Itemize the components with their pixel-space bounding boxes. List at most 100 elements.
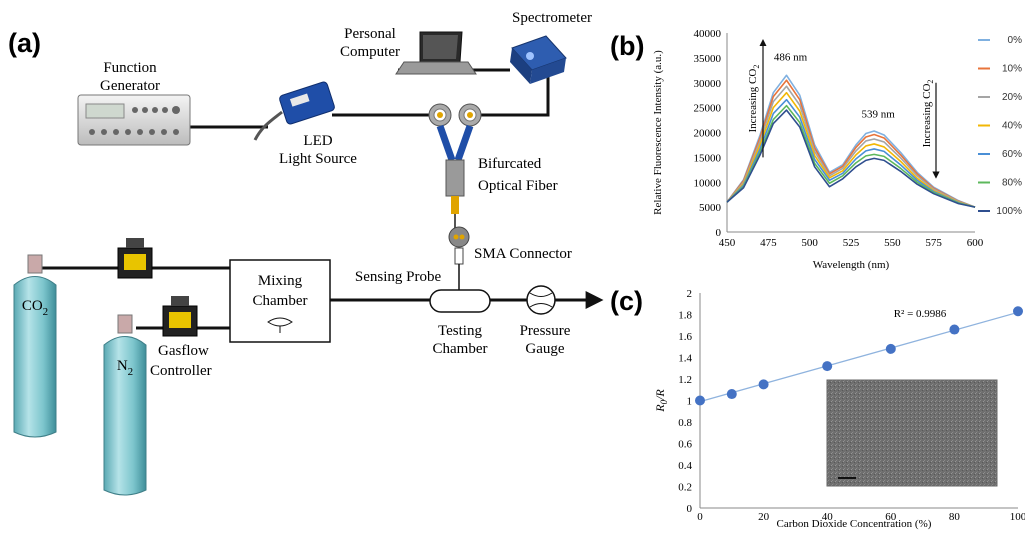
bifurcated-label-2: Optical Fiber: [478, 178, 558, 194]
panel-b-label: (b): [610, 31, 644, 61]
mixer-fan-icon: [267, 317, 293, 333]
x-tick-label: 600: [967, 237, 984, 249]
y-tick-label: 0: [687, 503, 693, 515]
pressure-gauge-label-2: Gauge: [525, 341, 564, 357]
x-tick-label: 100: [1010, 511, 1025, 523]
sensing-probe-label: Sensing Probe: [355, 269, 442, 285]
data-point: [695, 395, 705, 406]
data-point: [822, 361, 833, 372]
data-point: [885, 343, 896, 354]
y-tick-label: 1.2: [678, 374, 692, 386]
bifurcated-label-1: Bifurcated: [478, 156, 542, 172]
pressure-gauge-label-1: Pressure: [520, 323, 571, 339]
mixing-label-2: Chamber: [253, 293, 308, 309]
fiber-couplers: [428, 103, 482, 127]
spectrometer-device: [510, 35, 567, 84]
led-label-1: LED: [303, 133, 332, 149]
legend-label: 20%: [1002, 92, 1022, 103]
y-tick-label: 35000: [694, 53, 722, 65]
testing-chamber: [429, 289, 491, 313]
y-tick-label: 1.8: [678, 310, 692, 322]
panel-a-label: (a): [8, 28, 41, 58]
x-tick-label: 500: [801, 237, 818, 249]
gasflow-controller-n2: [162, 296, 198, 337]
data-point: [726, 389, 737, 400]
y-tick-label: 10000: [694, 177, 722, 189]
y-tick-label: 0: [716, 227, 722, 239]
r-squared-annotation: R² = 0.9986: [894, 308, 947, 320]
legend-label: 10%: [1002, 64, 1022, 75]
tem-inset-image: [826, 379, 998, 487]
sma-label: SMA Connector: [474, 246, 572, 262]
function-generator: [77, 94, 191, 146]
legend-label: 60%: [1002, 149, 1022, 160]
annotation-increasing-co2-1: Increasing CO2: [747, 65, 761, 133]
pressure-gauge-icon: [526, 285, 556, 315]
led-light-source: [253, 81, 335, 141]
spectrometer-label: Spectrometer: [512, 10, 592, 26]
y-tick-label: 0.8: [678, 417, 692, 429]
x-tick-label: 525: [843, 237, 860, 249]
y-tick-label: 30000: [694, 78, 722, 90]
x-tick-label: 550: [884, 237, 901, 249]
annotation-539nm: 539 nm: [861, 109, 895, 121]
y-tick-label: 1.4: [678, 353, 692, 365]
y-tick-label: 0.6: [678, 439, 692, 451]
panel-c-label: (c): [610, 286, 643, 316]
stern-volmer-chart: 0 20 40 60 80 100 0 0.2 0.4 0.6 0.8 1 1.2 1.4 1.6 1.8 2 C…: [653, 288, 1025, 530]
legend-label: 40%: [1002, 121, 1022, 132]
y-tick-label: 15000: [694, 152, 722, 164]
led-label-2: Light Source: [279, 151, 357, 167]
emission-spectra-chart: 450 475 500 525 550 575 600 0 5000 10000 15000 2000…: [652, 28, 1022, 271]
spectrum-line-0pct: [726, 74, 976, 208]
x-tick-label: 450: [719, 237, 736, 249]
y-tick-label: 2: [687, 288, 693, 300]
legend-label: 0%: [1008, 35, 1023, 46]
y-tick-label: 0.4: [678, 460, 692, 472]
y-tick-label: 20000: [694, 128, 722, 140]
panel-c: (c) 0 20 40 60 80 100 0 0.2 0.4 0.6 0.8 1 1.2 1.4 1.6 1…: [610, 286, 1025, 530]
spectrum-line-10pct: [726, 79, 976, 208]
y-tick-label: 0.2: [678, 482, 692, 494]
x-tick-label: 80: [949, 511, 961, 523]
spectrum-line-40pct: [726, 91, 976, 208]
x-axis-title: Carbon Dioxide Concentration (%): [777, 518, 932, 530]
y-tick-label: 5000: [699, 202, 722, 214]
x-tick-label: 60: [885, 511, 897, 523]
y-tick-label: 1.6: [678, 331, 692, 343]
function-generator-label-1: Function: [103, 60, 157, 76]
trendline: [699, 311, 1019, 403]
co2-label: CO2: [22, 298, 48, 318]
pc-label-2: Computer: [340, 44, 400, 60]
gasflow-label-2: Controller: [150, 363, 212, 379]
panel-b: (b) 450 475 500 525 550 575 600 0 5000 10000 15000…: [610, 28, 1022, 271]
sma-connector: [448, 226, 470, 292]
data-point: [1013, 306, 1023, 317]
laptop-icon: [395, 31, 477, 75]
y-tick-label: 1: [687, 396, 693, 408]
legend-label: 80%: [1002, 178, 1022, 189]
n2-cylinder: [103, 314, 147, 496]
x-tick-label: 40: [822, 511, 834, 523]
annotation-increasing-co2-2: Increasing CO2: [921, 80, 935, 148]
y-axis-title: R0/R: [653, 389, 669, 413]
data-point: [758, 379, 769, 390]
testing-chamber-label-2: Chamber: [433, 341, 488, 357]
x-tick-label: 20: [758, 511, 770, 523]
panel-a: (a) Function Generator: [8, 10, 604, 496]
spectrum-line-60pct: [726, 98, 976, 208]
bifurcated-fiber: [436, 124, 474, 228]
spectrum-line-100pct: [726, 109, 976, 208]
y-tick-label: 25000: [694, 103, 722, 115]
y-tick-label: 40000: [694, 28, 722, 40]
co2-cylinder: [13, 254, 57, 438]
fiber-coupler-spectrometer: [470, 70, 550, 117]
data-point: [949, 324, 960, 335]
x-tick-label: 575: [925, 237, 942, 249]
function-generator-label-2: Generator: [100, 78, 160, 94]
pc-label-1: Personal: [344, 26, 396, 42]
legend-label: 100%: [996, 206, 1022, 217]
annotation-486nm: 486 nm: [774, 51, 808, 63]
spectrum-line-80pct: [726, 104, 976, 208]
